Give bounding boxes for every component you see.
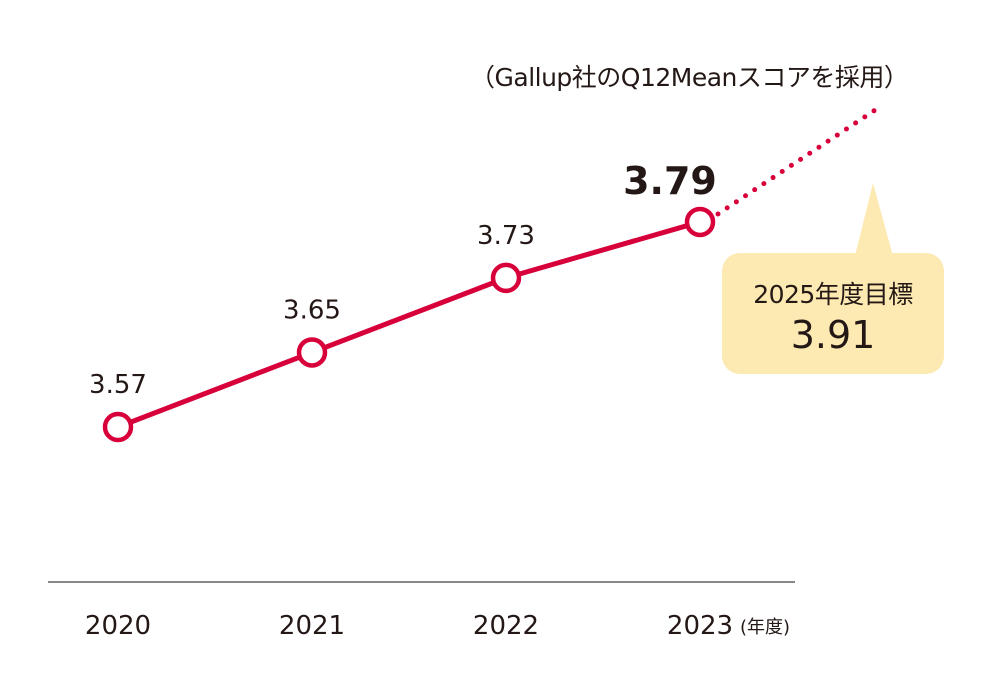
target-callout: 2025年度目標 3.91 (722, 253, 944, 374)
x-tick-label: 2023 (667, 611, 733, 641)
data-point (296, 337, 328, 368)
target-value: 3.91 (790, 313, 876, 357)
target-label: 2025年度目標 (753, 280, 913, 309)
target-dotted-line (715, 107, 878, 217)
x-axis-unit: (年度) (740, 617, 790, 638)
x-tick-label: 2021 (279, 611, 345, 641)
series-line (117, 219, 701, 430)
data-label: 3.57 (89, 370, 147, 400)
data-label: 3.73 (477, 221, 535, 251)
callout-tail (855, 183, 893, 256)
chart-note: （Gallup社のQ12Meanスコアを採用） (470, 63, 909, 92)
data-point (102, 411, 134, 443)
x-tick-label: 2020 (85, 611, 151, 641)
data-point (684, 206, 716, 238)
x-tick-label: 2022 (473, 611, 539, 641)
data-label: 3.65 (283, 295, 341, 325)
data-point (490, 262, 522, 294)
data-label: 3.79 (623, 159, 717, 203)
